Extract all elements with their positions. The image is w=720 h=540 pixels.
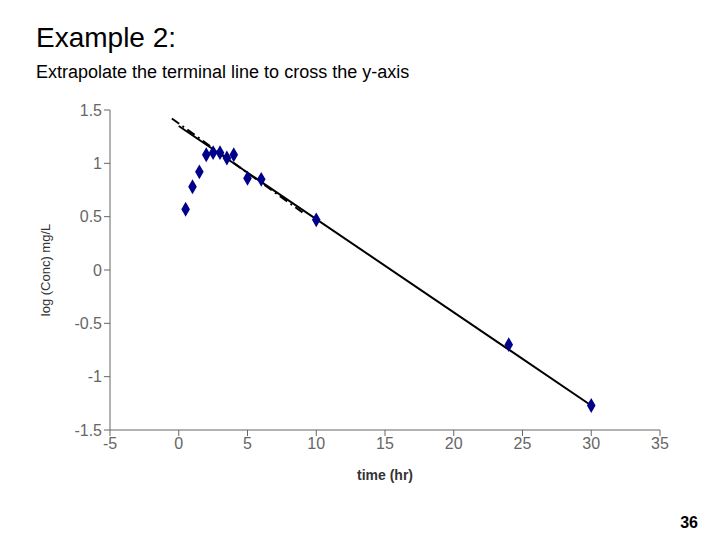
html-text:36: 36 [680, 514, 698, 531]
svg-text:20: 20 [445, 435, 463, 452]
html-text:Example 2:: Example 2: [36, 22, 177, 53]
svg-text:1: 1 [93, 155, 102, 172]
svg-text:5: 5 [243, 435, 252, 452]
svg-text:0.5: 0.5 [80, 208, 102, 225]
svg-text:10: 10 [307, 435, 325, 452]
svg-text:15: 15 [376, 435, 394, 452]
svg-text:0: 0 [93, 262, 102, 279]
svg-text:-1: -1 [88, 368, 102, 385]
svg-text:0: 0 [174, 435, 183, 452]
html-text:Extrapolate the terminal line: Extrapolate the terminal line to cross t… [36, 62, 410, 82]
svg-text:25: 25 [514, 435, 532, 452]
svg-text:-5: -5 [103, 435, 117, 452]
svg-text:1.5: 1.5 [80, 102, 102, 119]
svg-text:-0.5: -0.5 [74, 315, 102, 332]
svg-text:30: 30 [582, 435, 600, 452]
svg-text:time (hr): time (hr) [357, 467, 413, 483]
svg-text:log (Conc) mg/L: log (Conc) mg/L [38, 224, 53, 316]
svg-text:-1.5: -1.5 [74, 422, 102, 439]
svg-text:35: 35 [651, 435, 669, 452]
